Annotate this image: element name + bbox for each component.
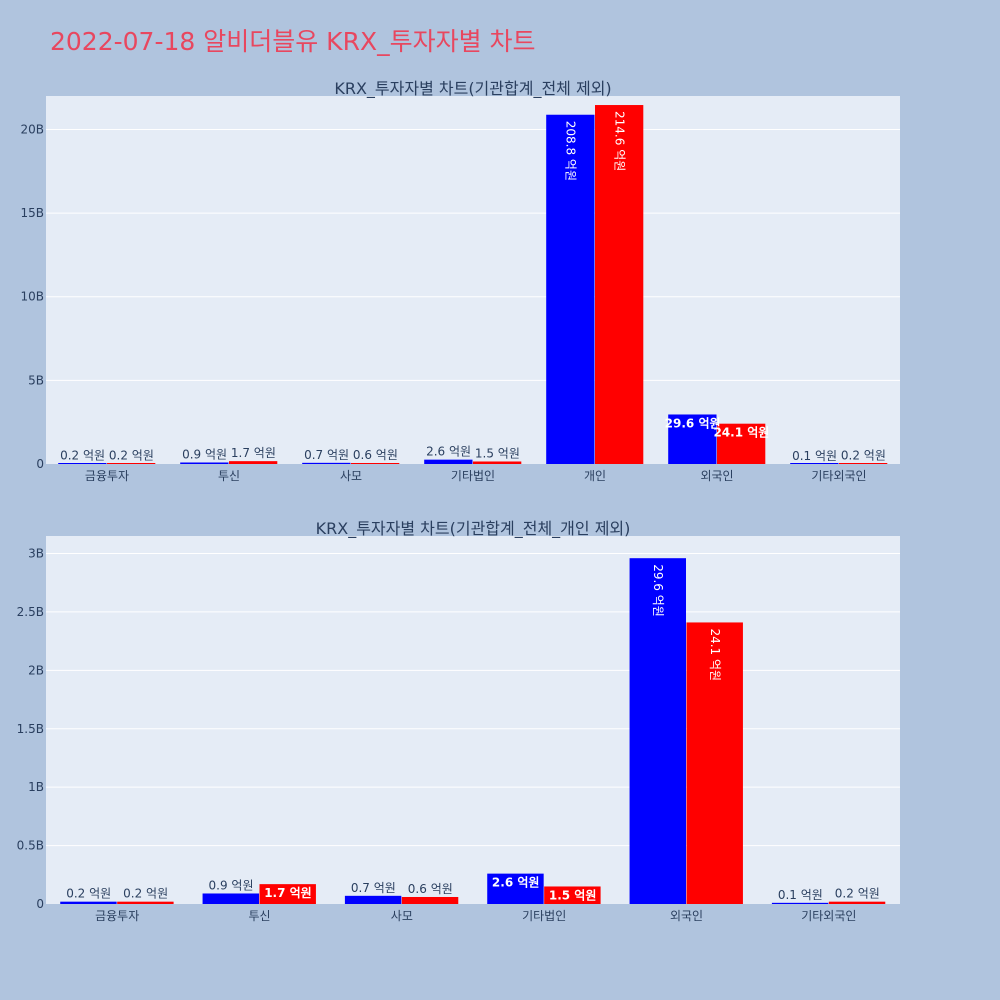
x-tick-label: 기타외국인	[811, 469, 866, 483]
bar	[259, 884, 316, 904]
data-label: 0.1 억원	[778, 888, 823, 902]
bar	[686, 622, 743, 904]
data-label: 0.2 억원	[66, 887, 111, 901]
bar	[629, 558, 686, 904]
y-tick-label: 0	[36, 897, 44, 911]
data-label: 214.6 억원	[612, 111, 626, 171]
data-label: 0.9 억원	[182, 447, 227, 461]
bar	[60, 901, 117, 904]
data-label: 29.6 억원	[665, 416, 721, 430]
y-tick-label: 0.5B	[17, 839, 44, 853]
bar	[344, 895, 402, 904]
bar	[424, 459, 473, 464]
x-tick-label: 투신	[248, 909, 270, 923]
data-label: 24.1 억원	[708, 628, 722, 681]
data-label: 1.7 억원	[231, 446, 276, 460]
y-tick-label: 3B	[28, 547, 44, 561]
data-label: 29.6 억원	[651, 564, 665, 617]
x-tick-label: 외국인	[700, 469, 733, 483]
y-tick-label: 15B	[20, 206, 44, 220]
data-label: 1.7 억원	[264, 886, 312, 900]
data-label: 24.1 억원	[713, 426, 769, 440]
bar	[828, 901, 886, 904]
x-tick-label: 금융투자	[85, 469, 129, 483]
data-label: 1.5 억원	[549, 888, 597, 902]
chart-title: KRX_투자자별 차트(기관합계_전체 제외)	[334, 79, 611, 99]
y-tick-label: 2.5B	[17, 605, 44, 619]
chart-krx-excluding-institution-total: KRX_투자자별 차트(기관합계_전체 제외) 0 5B 10B 15B 20B 0.2 억…	[20, 79, 900, 483]
x-tick-label: 기타외국인	[801, 909, 856, 923]
bar	[544, 886, 601, 904]
y-tick-label: 2B	[28, 663, 44, 677]
y-tick-label: 10B	[20, 290, 44, 304]
page-title: 2022-07-18 알비더블유 KRX_투자자별 차트	[50, 27, 536, 56]
data-label: 0.7 억원	[304, 448, 349, 462]
x-tick-label: 기타법인	[451, 469, 495, 483]
x-tick-label: 개인	[584, 469, 606, 483]
bar	[229, 461, 278, 464]
bar	[117, 901, 174, 904]
data-label: 2.6 억원	[426, 445, 471, 459]
x-tick-label: 투신	[218, 469, 240, 483]
chart-krx-excluding-institution-total-and-individual: KRX_투자자별 차트(기관합계_전체_개인 제외) 0 0.5B 1B 1.5B 2B 2…	[17, 519, 900, 923]
data-label: 0.6 억원	[353, 448, 398, 462]
bar	[351, 462, 400, 464]
y-tick-label: 1B	[28, 780, 44, 794]
data-label: 2.6 억원	[492, 876, 540, 890]
bar	[401, 896, 459, 904]
x-tick-label: 외국인	[670, 909, 703, 923]
bar	[202, 893, 259, 904]
data-label: 0.2 억원	[835, 887, 880, 901]
data-label: 0.2 억원	[123, 887, 168, 901]
bar	[180, 462, 229, 464]
bar	[487, 873, 544, 904]
y-tick-label: 20B	[20, 122, 44, 136]
data-label: 0.2 억원	[841, 449, 886, 463]
bar	[58, 463, 107, 464]
bar	[595, 105, 644, 465]
x-tick-label: 금융투자	[95, 909, 139, 923]
x-tick-label: 사모	[391, 909, 413, 923]
bar	[790, 463, 839, 464]
bar	[668, 414, 717, 464]
data-label: 0.9 억원	[209, 878, 254, 892]
plot-area	[46, 96, 900, 464]
data-label: 0.2 억원	[109, 449, 154, 463]
x-tick-label: 기타법인	[522, 909, 566, 923]
bar	[546, 114, 595, 464]
data-label: 208.8 억원	[564, 121, 578, 181]
y-tick-label: 5B	[28, 373, 44, 387]
bar	[839, 463, 888, 464]
bar	[717, 423, 766, 464]
data-label: 1.5 억원	[475, 446, 520, 460]
data-label: 0.7 억원	[351, 881, 396, 895]
x-tick-label: 사모	[340, 469, 362, 483]
bar	[473, 461, 522, 464]
plot-area	[46, 536, 900, 904]
y-tick-label: 0	[36, 457, 44, 471]
data-label: 0.6 억원	[408, 882, 453, 896]
bar	[107, 463, 156, 464]
chart-title: KRX_투자자별 차트(기관합계_전체_개인 제외)	[316, 519, 631, 539]
data-label: 0.1 억원	[792, 449, 837, 463]
data-label: 0.2 억원	[60, 449, 105, 463]
bar	[302, 462, 351, 464]
bar	[771, 902, 829, 904]
y-tick-label: 1.5B	[17, 722, 44, 736]
